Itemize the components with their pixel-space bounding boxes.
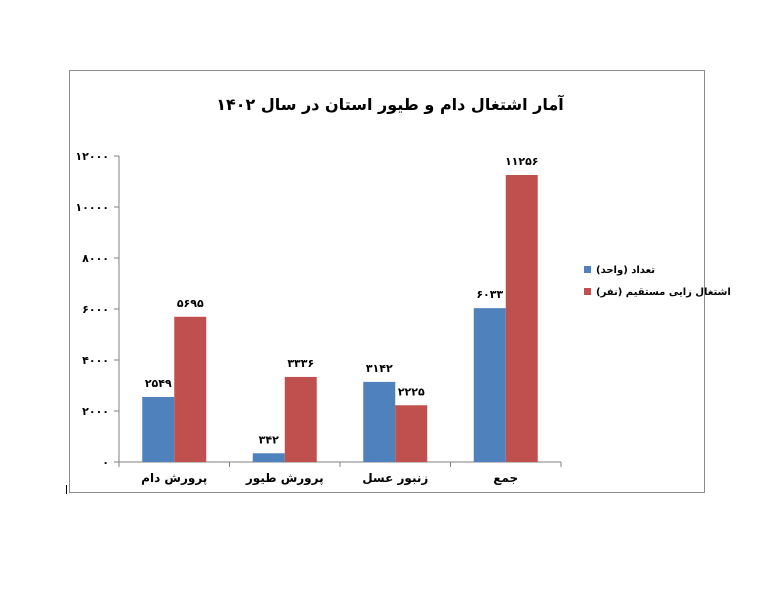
bar-value-label: ۵۶۹۵ bbox=[177, 297, 204, 310]
y-tick-label: ۲۰۰۰ bbox=[82, 405, 109, 418]
bar bbox=[363, 381, 396, 462]
legend-swatch bbox=[584, 288, 591, 295]
legend-label: تعداد (واحد) bbox=[596, 265, 655, 276]
y-tick-label: ۴۰۰۰ bbox=[82, 354, 109, 367]
bar-value-label: ۶۰۳۳ bbox=[476, 288, 503, 301]
bar-labels: ۲۵۴۹ ۳۴۲ ۳۱۴۲ ۶۰۳۳ ۵۶۹۵ ۳۳۳۶ ۲۲۲۵ ۱۱۲۵۶ bbox=[145, 155, 539, 446]
legend: تعداد (واحد) اشتغال زایی مستقیم (نفر) bbox=[584, 265, 731, 298]
legend-label: اشتغال زایی مستقیم (نفر) bbox=[596, 287, 731, 298]
bar-value-label: ۳۱۴۲ bbox=[366, 362, 393, 375]
bars bbox=[142, 174, 538, 463]
chart-title: آمار اشتغال دام و طیور استان در سال ۱۴۰۲ bbox=[216, 94, 564, 114]
bar bbox=[473, 308, 506, 462]
bar bbox=[142, 397, 175, 462]
bar bbox=[505, 174, 538, 463]
bar bbox=[252, 453, 285, 462]
x-tick-label: جمع bbox=[493, 471, 518, 485]
stray-mark bbox=[66, 485, 67, 494]
bar bbox=[284, 376, 317, 462]
y-tick-label: ۰ bbox=[102, 456, 109, 469]
bar-value-label: ۱۱۲۵۶ bbox=[505, 155, 539, 168]
bar-value-label: ۲۵۴۹ bbox=[145, 377, 172, 390]
x-tick-label: زنبور عسل bbox=[362, 471, 428, 486]
legend-swatch bbox=[584, 266, 591, 273]
y-tick-label: ۶۰۰۰ bbox=[82, 303, 109, 316]
bar bbox=[174, 316, 207, 462]
bar bbox=[395, 405, 428, 462]
y-tick-label: ۱۲۰۰۰ bbox=[75, 150, 109, 163]
x-tick-label: پرورش طیور bbox=[245, 471, 324, 486]
x-tick-label: پرورش دام bbox=[141, 471, 207, 486]
y-tick-label: ۸۰۰۰ bbox=[82, 252, 109, 265]
bar-value-label: ۲۲۲۵ bbox=[398, 385, 425, 398]
bar-value-label: ۳۳۳۶ bbox=[287, 357, 314, 370]
y-tick-label: ۱۰۰۰۰ bbox=[75, 201, 109, 214]
bar-value-label: ۳۴۲ bbox=[259, 433, 279, 446]
